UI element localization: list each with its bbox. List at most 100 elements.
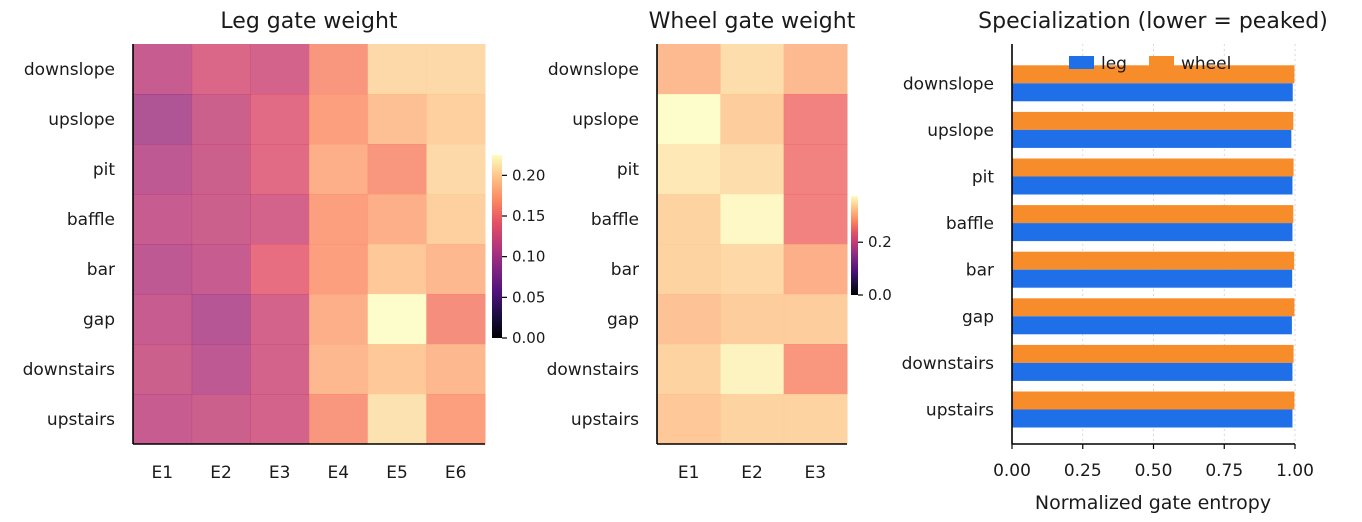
category-label: upslope [927, 121, 994, 141]
heatmap-cell [426, 294, 486, 345]
heatmap-cell [191, 44, 251, 95]
colorbar-tick-label: 0.15 [512, 207, 545, 225]
row-label: bar [611, 260, 639, 280]
heatmap-cell [426, 344, 486, 395]
specialization-gridlines [1011, 44, 1296, 444]
x-tick-label: 0.75 [1205, 461, 1243, 481]
heatmap-cell [309, 44, 369, 95]
heatmap-cell [133, 194, 193, 245]
row-label: gap [83, 310, 115, 330]
leg-heatmap-panel: Leg gate weight downslope upslope pit baffl… [23, 9, 546, 483]
heatmap-cell [133, 394, 193, 445]
heatmap-cell [309, 294, 369, 345]
category-label: gap [962, 307, 994, 327]
heatmap-cell [250, 144, 310, 195]
heatmap-cell [367, 394, 427, 445]
wheel-colorbar-ticks: 0.0 0.2 [858, 233, 892, 304]
wheel-heatmap-column-labels: E1 E2 E3 [678, 463, 826, 483]
specialization-legend: leg wheel [1069, 54, 1231, 74]
heatmap-cell [720, 194, 785, 245]
heatmap-cell [657, 294, 721, 345]
wheel-colorbar [851, 196, 858, 295]
heatmap-cell [720, 244, 785, 295]
leg-colorbar [492, 155, 502, 338]
colorbar-tick-label: 0.05 [512, 288, 545, 306]
heatmap-cell [657, 194, 721, 245]
wheel-bar [1012, 344, 1294, 363]
heatmap-cell [309, 394, 369, 445]
heatmap-cell [191, 244, 251, 295]
colorbar-tick-label: 0.20 [512, 166, 545, 184]
heatmap-cell [657, 94, 721, 145]
heatmap-cell [783, 344, 848, 395]
wheel-heatmap-title: Wheel gate weight [649, 9, 856, 34]
wheel-legend-swatch [1149, 56, 1174, 69]
heatmap-cell [133, 44, 193, 95]
category-label: downslope [903, 74, 994, 94]
specialization-bar-panel: Specialization (lower = peaked) downslop… [902, 9, 1328, 514]
heatmap-cell [720, 394, 785, 445]
heatmap-cell [426, 144, 486, 195]
x-tick-label: 0.50 [1135, 461, 1173, 481]
heatmap-cell [426, 194, 486, 245]
wheel-bar [1012, 65, 1295, 84]
heatmap-cell [309, 94, 369, 145]
heatmap-cell [367, 194, 427, 245]
specialization-title: Specialization (lower = peaked) [978, 9, 1328, 34]
heatmap-cell [133, 294, 193, 345]
heatmap-cell [367, 144, 427, 195]
row-label: downstairs [23, 360, 116, 380]
specialization-x-label: Normalized gate entropy [1035, 492, 1271, 514]
heatmap-cell [657, 44, 721, 95]
category-label: upstairs [926, 401, 994, 421]
row-label: downslope [24, 60, 115, 80]
row-label: gap [607, 310, 639, 330]
heatmap-cell [250, 44, 310, 95]
heatmap-cell [250, 94, 310, 145]
heatmap-cell [309, 194, 369, 245]
leg-bar [1012, 176, 1293, 195]
heatmap-cell [720, 144, 785, 195]
heatmap-cell [309, 244, 369, 295]
leg-bar [1012, 223, 1293, 242]
category-label: baffle [946, 214, 994, 234]
row-label: baffle [67, 210, 115, 230]
category-label: bar [966, 261, 994, 281]
heatmap-cell [426, 244, 486, 295]
specialization-bars [1012, 65, 1295, 428]
row-label: baffle [591, 210, 639, 230]
heatmap-cell [191, 144, 251, 195]
wheel-bar [1012, 158, 1294, 177]
column-label: E1 [678, 463, 700, 483]
heatmap-cell [367, 94, 427, 145]
wheel-bar [1012, 298, 1295, 317]
heatmap-cell [133, 244, 193, 295]
heatmap-cell [426, 394, 486, 445]
wheel-bar [1012, 391, 1295, 410]
heatmap-cell [783, 194, 848, 245]
row-label: pit [93, 160, 116, 180]
heatmap-cell [783, 144, 848, 195]
heatmap-cell [720, 44, 785, 95]
heatmap-cell [250, 344, 310, 395]
x-tick-label: 1.00 [1276, 461, 1314, 481]
leg-heatmap-title: Leg gate weight [220, 9, 398, 34]
heatmap-cell [309, 344, 369, 395]
heatmap-cell [657, 394, 721, 445]
heatmap-cell [250, 244, 310, 295]
heatmap-cell [783, 394, 848, 445]
heatmap-cell [309, 144, 369, 195]
heatmap-cell [250, 194, 310, 245]
x-tick-label: 0.00 [993, 461, 1031, 481]
heatmap-cell [783, 294, 848, 345]
heatmap-cell [426, 94, 486, 145]
row-label: pit [617, 160, 640, 180]
row-label: downslope [548, 60, 639, 80]
heatmap-cell [367, 294, 427, 345]
heatmap-cell [133, 144, 193, 195]
heatmap-cell [191, 344, 251, 395]
colorbar-tick-label: 0.00 [512, 329, 545, 347]
heatmap-cell [250, 294, 310, 345]
heatmap-cell [191, 294, 251, 345]
